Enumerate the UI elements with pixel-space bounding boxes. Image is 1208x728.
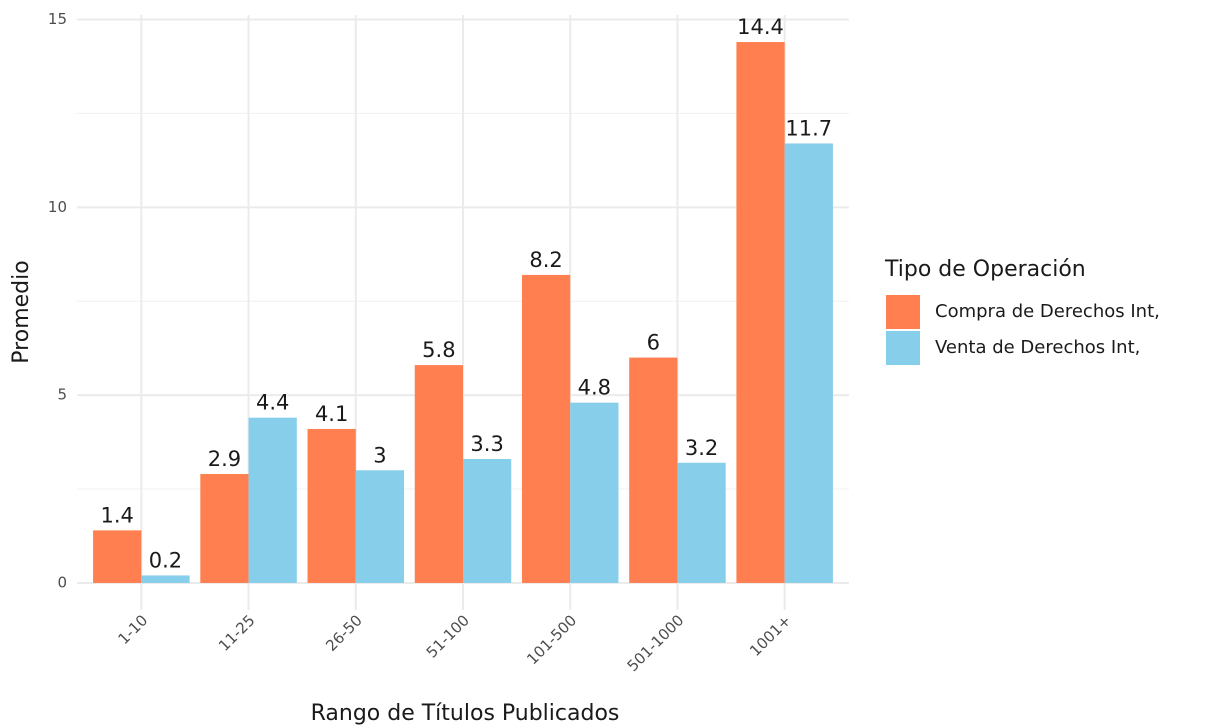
bar xyxy=(93,530,142,583)
value-label: 4.4 xyxy=(256,391,289,415)
y-tick-label: 10 xyxy=(48,198,67,216)
legend-label: Compra de Derechos Int, xyxy=(935,301,1160,322)
value-label: 2.9 xyxy=(208,447,241,471)
x-tick-label: 101-500 xyxy=(523,611,580,668)
bar xyxy=(736,42,785,583)
bar xyxy=(521,274,571,583)
legend-key xyxy=(886,331,920,365)
y-axis-title: Promedio xyxy=(9,260,34,363)
value-label: 4.8 xyxy=(578,376,611,400)
legend-label: Venta de Derechos Int, xyxy=(935,337,1140,358)
x-axis-title: Rango de Títulos Publicados xyxy=(311,701,620,726)
value-label: 3 xyxy=(373,443,386,467)
x-tick-label: 501-1000 xyxy=(624,611,688,675)
value-label: 1.4 xyxy=(101,503,134,527)
bar xyxy=(414,365,463,583)
value-label: 0.2 xyxy=(149,548,182,572)
value-label: 4.1 xyxy=(315,402,348,426)
y-tick-label: 15 xyxy=(48,10,67,28)
x-tick-label: 1001+ xyxy=(746,611,795,660)
bar xyxy=(463,458,512,583)
value-label: 6 xyxy=(647,331,660,355)
bar xyxy=(629,357,678,583)
value-label: 11.7 xyxy=(785,116,832,140)
value-label: 8.2 xyxy=(529,248,562,272)
x-tick-label: 1-10 xyxy=(115,611,152,648)
value-label: 5.8 xyxy=(422,338,455,362)
x-tick-label: 11-25 xyxy=(215,611,259,655)
bar xyxy=(570,402,619,583)
y-tick-label: 5 xyxy=(57,386,67,404)
x-tick-label: 51-100 xyxy=(423,611,473,661)
value-label: 3.3 xyxy=(470,432,503,456)
bar xyxy=(248,417,297,583)
bar xyxy=(141,575,190,583)
bar xyxy=(784,143,833,583)
bar xyxy=(677,462,726,583)
bar xyxy=(307,428,356,583)
y-tick-label: 0 xyxy=(57,573,67,591)
value-label: 14.4 xyxy=(737,15,784,39)
value-label: 3.2 xyxy=(685,436,718,460)
bar xyxy=(200,474,249,583)
x-tick-label: 26-50 xyxy=(322,611,366,655)
bar xyxy=(355,470,405,583)
legend-key xyxy=(886,295,920,329)
legend-title: Tipo de Operación xyxy=(884,257,1086,282)
